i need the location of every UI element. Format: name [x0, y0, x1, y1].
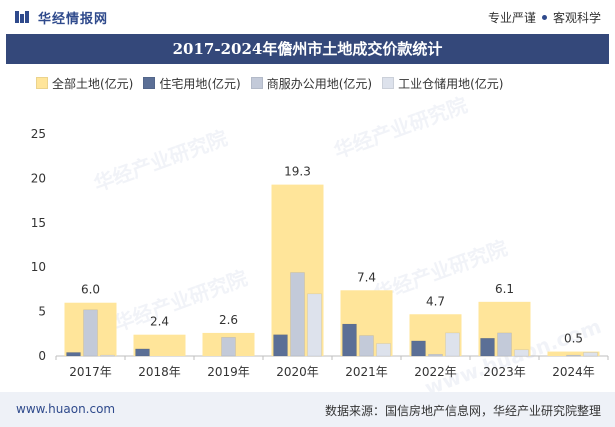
bar-commercial	[290, 272, 305, 357]
tagline-right: 客观科学	[552, 11, 601, 25]
bar-industrial	[445, 332, 460, 357]
bar-industrial	[307, 293, 322, 357]
x-tick-label: 2024年	[552, 365, 595, 379]
chart-title: 2017-2024年儋州市土地成交价款统计	[172, 40, 443, 58]
bar-residential	[480, 337, 495, 357]
bar-residential	[411, 340, 426, 357]
data-label-all-land: 7.4	[357, 270, 376, 284]
legend-label-commercial: 商服办公用地(亿元)	[266, 76, 373, 91]
legend-item-commercial: 商服办公用地(亿元)	[250, 75, 373, 92]
bar-industrial	[100, 354, 115, 357]
bar-industrial	[376, 343, 391, 357]
bar-commercial	[497, 332, 512, 357]
footer: www.huaon.com 数据来源：国信房地产信息网，华经产业研究院整理	[0, 392, 615, 427]
data-label-all-land: 6.0	[81, 283, 100, 297]
y-tick-label: 0	[38, 349, 46, 363]
top-bar: 华经情报网 专业严谨 客观科学	[0, 0, 615, 34]
legend-label-industrial: 工业仓储用地(亿元)	[398, 76, 504, 91]
data-label-all-land: 2.6	[219, 313, 238, 327]
bar-commercial	[359, 335, 374, 357]
bar-residential	[135, 348, 150, 357]
logo-icon	[15, 11, 29, 23]
legend-swatch-industrial	[382, 77, 395, 89]
data-label-all-land: 2.4	[150, 315, 169, 329]
title-bar: 2017-2024年儋州市土地成交价款统计	[6, 34, 609, 64]
legend-item-all-land: 全部土地(亿元)	[36, 75, 133, 92]
y-tick-label: 20	[31, 171, 46, 185]
x-tick-label: 2017年	[69, 365, 112, 379]
footer-website: www.huaon.com	[16, 402, 116, 416]
x-tick-label: 2021年	[345, 365, 388, 379]
legend-item-industrial: 工业仓储用地(亿元)	[382, 75, 504, 92]
legend-swatch-commercial	[250, 77, 263, 89]
bar-residential	[66, 352, 81, 357]
bar-residential	[342, 323, 357, 357]
dot-icon	[541, 15, 547, 20]
y-tick-label: 15	[31, 216, 46, 230]
legend-label-all-land: 全部土地(亿元)	[52, 76, 134, 91]
bar-residential	[273, 334, 288, 357]
legend-item-residential: 住宅用地(亿元)	[143, 75, 241, 92]
bar-commercial	[566, 354, 581, 357]
legend-swatch-residential	[143, 77, 156, 89]
y-tick-label: 10	[31, 260, 46, 274]
bar-industrial	[583, 352, 598, 357]
bar-commercial	[428, 353, 443, 357]
data-label-all-land: 4.7	[426, 294, 445, 308]
y-tick-label: 25	[31, 127, 46, 141]
y-tick-label: 5	[38, 305, 46, 319]
bar-industrial	[514, 349, 529, 357]
legend-label-residential: 住宅用地(亿元)	[159, 76, 241, 91]
bar-commercial	[83, 309, 98, 357]
x-tick-label: 2019年	[207, 365, 250, 379]
bar-all-land	[547, 351, 600, 356]
footer-source: 数据来源：国信房地产信息网，华经产业研究院整理	[324, 404, 601, 418]
bar-chart: 0 5 10 15 20 25 2017年 2018年 2019年 2020年 2021年 2022年…	[31, 127, 609, 379]
legend: 全部土地(亿元) 住宅用地(亿元) 商服办公用地(亿元) 工业仓储用地(亿元)	[36, 74, 514, 92]
brand-name: 华经情报网	[38, 12, 109, 27]
data-label-all-land: 19.3	[284, 165, 311, 179]
bar-commercial	[221, 337, 236, 357]
x-tick-label: 2022年	[414, 365, 457, 379]
data-label-all-land: 0.5	[564, 332, 583, 346]
x-tick-label: 2018年	[138, 365, 181, 379]
legend-swatch-all-land	[36, 77, 48, 89]
tagline: 专业严谨 客观科学	[488, 9, 601, 26]
x-tick-label: 2023年	[483, 365, 526, 379]
data-label-all-land: 6.1	[495, 282, 514, 296]
x-tick-label: 2020年	[276, 365, 319, 379]
tagline-left: 专业严谨	[487, 11, 536, 25]
